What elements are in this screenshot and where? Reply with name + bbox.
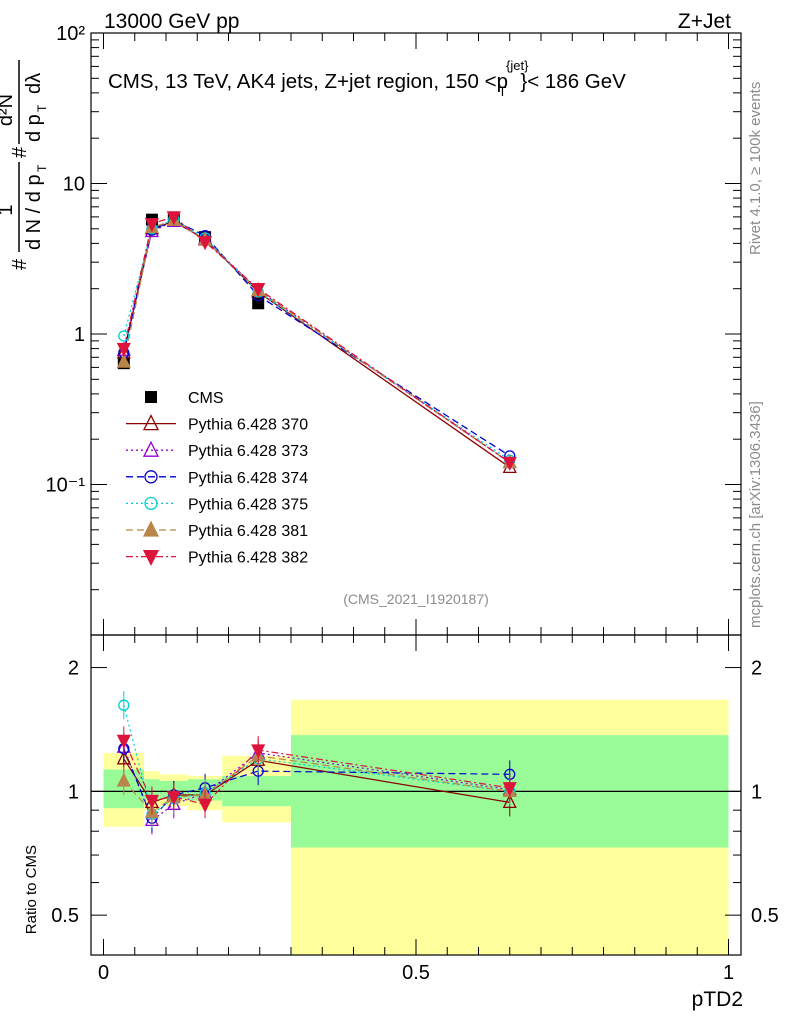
y-hash-2: # [9, 146, 31, 158]
legend-marker-p370 [142, 414, 160, 431]
y-dn-dpt: d N / d p [23, 174, 45, 250]
ratio-point-p382 [251, 744, 266, 759]
y-T-1: T [35, 164, 49, 172]
ratio-line-p374 [123, 748, 510, 820]
main-point-p382 [166, 211, 181, 226]
ratio-ytick-label-right: 0.5 [751, 905, 779, 927]
legend-label-p381: Pythia 6.428 381 [188, 523, 308, 540]
energy-label: 13000 GeV pp [104, 10, 239, 33]
main-y-axis-label: # 1 d N / d p T # d²N d p T dλ [0, 60, 49, 270]
main-ytick-label: 10² [56, 23, 85, 45]
rivet-label: Rivet 4.1.0, ≥ 100k events [747, 82, 764, 255]
ratio-xtick-label: 1 [723, 962, 734, 984]
main-point-p382 [116, 342, 131, 358]
legend-marker-p375 [144, 496, 158, 511]
main-point-p381 [116, 353, 131, 368]
x-axis-label: pTD2 [692, 988, 743, 1011]
ratio-point-p382 [116, 734, 131, 749]
plot-title: CMS, 13 TeV, AK4 jets, Z+jet region, 150… [108, 58, 626, 99]
ratio-point-p381 [116, 772, 131, 787]
ratio-point-p382 [166, 791, 181, 806]
ratio-line-p382 [123, 740, 510, 805]
ratio-ytick-label-left: 1 [68, 781, 79, 803]
ratio-xtick-label: 0 [98, 962, 109, 984]
main-frame-rect [90, 32, 742, 636]
y-T-2: T [35, 104, 49, 112]
main-line-p381 [123, 219, 511, 464]
y-hash-1: # [9, 258, 31, 270]
ratio-ytick-label-left: 2 [68, 658, 79, 680]
ratio-ytick-label-right: 1 [751, 781, 762, 803]
main-line-p370 [123, 220, 511, 468]
y-one: 1 [0, 204, 17, 215]
ratio-ytick-label-left: 0.5 [51, 905, 79, 927]
main-ytick-label: 10 [63, 174, 85, 196]
main-ytick-label: 1 [74, 324, 85, 346]
ratio-xtick-label: 0.5 [402, 962, 430, 984]
main-point-p382 [251, 283, 266, 298]
mcplots-label: mcplots.cern.ch [arXiv:1306.3436] [747, 401, 764, 628]
main-line-p375 [123, 218, 511, 461]
legend-label-p370: Pythia 6.428 370 [188, 417, 308, 434]
main-point-p382 [144, 218, 159, 233]
main-series-lines [123, 216, 511, 468]
ratio-point-p375 [118, 699, 130, 711]
ratio-point-p382 [502, 782, 517, 797]
plot-title-sup: {jet} [506, 58, 529, 73]
ratio-series-markers [116, 691, 517, 835]
main-line-p374 [123, 219, 511, 457]
main-line-p382 [123, 216, 511, 464]
ratio-ytick-label-right: 2 [751, 658, 762, 680]
y-dpt: d p [23, 114, 45, 142]
main-series-markers [116, 211, 517, 474]
ratio-line-p375 [123, 705, 510, 816]
y-d2n: d²N [0, 94, 17, 126]
legend-marker-cms [145, 391, 157, 403]
plot-title-end: }< 186 GeV [520, 70, 626, 93]
ratio-uncertainty-bands [103, 699, 729, 955]
plot-title-sub: T [498, 84, 506, 99]
process-label: Z+Jet [678, 10, 731, 33]
legend-marker-p373 [142, 440, 160, 457]
analysis-watermark: (CMS_2021_I1920187) [343, 591, 489, 607]
main-point-p382 [198, 236, 213, 251]
ratio-point-p382 [144, 794, 159, 809]
ratio-point-p370 [502, 793, 517, 809]
ratio-line-p373 [123, 747, 510, 822]
ratio-y-axis-label: Ratio to CMS [23, 845, 40, 934]
ratio-point-p382 [198, 798, 213, 813]
legend-label-p374: Pythia 6.428 374 [188, 470, 308, 487]
main-point-p382 [502, 456, 517, 471]
y-dlambda: dλ [23, 73, 45, 94]
legend-marker-p381 [142, 520, 160, 537]
main-ytick-label: 10⁻¹ [46, 475, 86, 497]
legend-label-p373: Pythia 6.428 373 [188, 443, 308, 460]
main-plot-frame: 10⁻¹ 1 10 10² [46, 23, 742, 636]
legend-label-cms: CMS [188, 390, 224, 407]
ratio-plot-frame: 0 0.5 1 0.5 0.5 1 1 2 2 [51, 634, 779, 984]
legend-label-p375: Pythia 6.428 375 [188, 496, 308, 513]
main-point-p375 [118, 330, 130, 342]
legend-marker-p374 [144, 470, 158, 484]
ratio-point-p370 [116, 750, 131, 765]
plot-title-main: CMS, 13 TeV, AK4 jets, Z+jet region, 150… [108, 70, 508, 93]
legend: CMS Pythia 6.428 370 Pythia 6.428 373 Pythi… [126, 390, 308, 567]
legend-marker-p382 [142, 549, 160, 567]
legend-label-p382: Pythia 6.428 382 [188, 550, 308, 567]
